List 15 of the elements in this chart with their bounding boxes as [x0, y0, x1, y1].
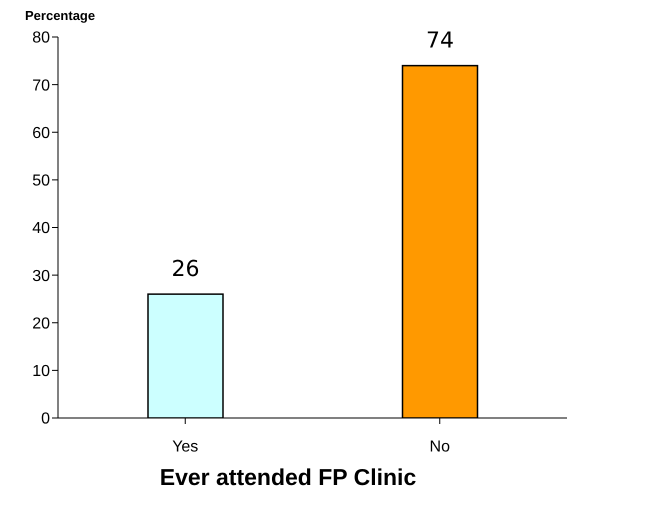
y-tick-label: 70: [32, 77, 50, 94]
y-tick-label: 80: [32, 30, 50, 47]
y-axis-title: Percentage: [25, 8, 96, 23]
y-tick-label: 40: [32, 220, 50, 238]
y-tick-label: 10: [32, 363, 50, 380]
x-tick-label: No: [430, 438, 450, 456]
y-tick-label: 20: [32, 315, 50, 332]
x-tick-label: Yes: [172, 438, 198, 456]
x-axis-title: Ever attended FP Clinic: [158, 464, 418, 491]
y-tick-label: 30: [32, 268, 50, 285]
y-tick-label: 60: [32, 124, 50, 142]
y-tick-label: 0: [41, 410, 50, 428]
data-label: 26: [172, 257, 200, 282]
data-label: 74: [426, 28, 454, 54]
y-tick-label: 50: [32, 172, 50, 190]
